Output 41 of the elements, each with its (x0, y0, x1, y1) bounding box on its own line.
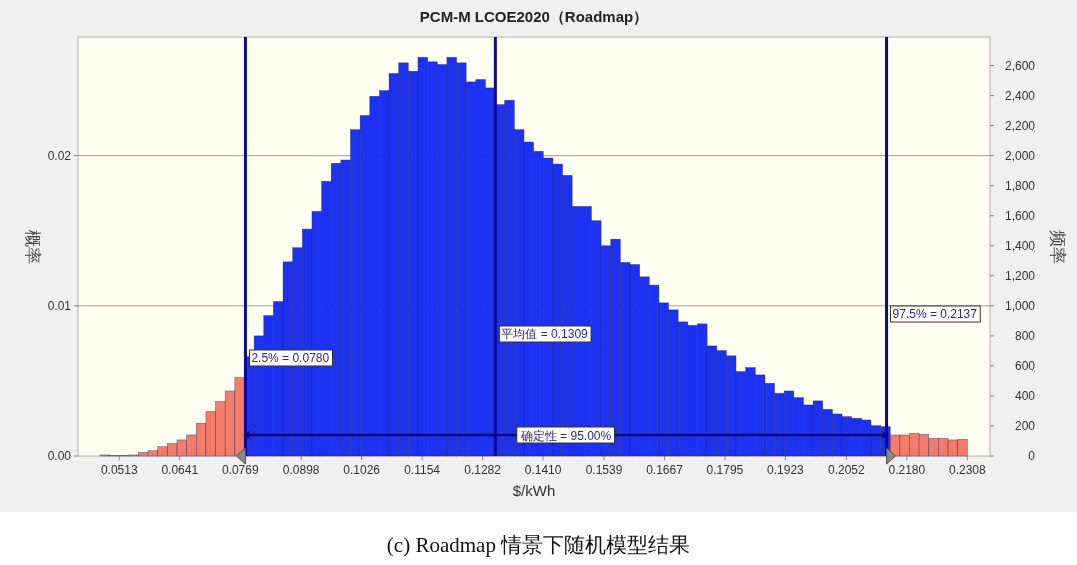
x-tick-label: 0.2180 (888, 463, 926, 477)
x-tick-label: 0.1667 (646, 463, 684, 477)
x-axis-title: $/kWh (512, 482, 556, 499)
y2-tick-label: 1,000 (1004, 298, 1036, 313)
y2-tick-label: 2,000 (1004, 148, 1036, 163)
chart-title: PCM-M LCOE2020（Roadmap） (419, 8, 649, 25)
text: (c) Roadmap 情景下随机模型结果 (386, 533, 691, 557)
y2-tick-label: 1,200 (1004, 268, 1036, 283)
y2-tick-label: 800 (1014, 328, 1036, 343)
x-tick-label: 0.1795 (706, 463, 744, 477)
x-tick-label: 0.1539 (585, 463, 623, 477)
x-tick-label: 0.1154 (404, 463, 441, 477)
x-tick-label: 0.0513 (100, 463, 138, 477)
x-tick-label: 0.0898 (282, 463, 320, 477)
annotation: 确定性 = 95.00% (519, 429, 612, 443)
y-tick-label: 0.00 (47, 449, 72, 463)
x-tick-label: 0.0769 (221, 463, 259, 477)
y2-tick-label: 1,600 (1004, 208, 1036, 223)
y-tick-label: 0.01 (47, 298, 72, 313)
y2-tick-label: 600 (1014, 358, 1036, 373)
x-tick-label: 0.2308 (948, 463, 986, 477)
y2-tick-label: 2,200 (1004, 118, 1036, 133)
x-tick-label: 0.1923 (767, 463, 805, 477)
x-tick-label: 0.2052 (828, 463, 866, 477)
ref-line-label: 2.5% = 0.0780 (251, 351, 330, 365)
y2-tick-label: 2,600 (1004, 58, 1036, 73)
x-tick-label: 0.1410 (524, 463, 562, 477)
ref-line-label: 平均值 = 0.1309 (501, 327, 589, 341)
y2-tick-label: 2,400 (1004, 88, 1036, 103)
y2-tick-label: 1,800 (1004, 178, 1036, 193)
y2-tick-label: 200 (1014, 418, 1036, 433)
y2-tick-label: 400 (1014, 388, 1036, 403)
y2-axis-title: 频率 (1048, 229, 1067, 264)
y-axis-title: 概率 (23, 229, 42, 264)
x-tick-label: 0.1282 (464, 463, 502, 477)
y-tick-label: 0.02 (47, 148, 72, 163)
y2-tick-label: 0 (1028, 449, 1036, 463)
y2-tick-label: 1,400 (1004, 238, 1036, 253)
x-tick-label: 0.1026 (343, 463, 381, 477)
x-tick-label: 0.0641 (161, 463, 199, 477)
ref-line-label: 97.5% = 0.2137 (892, 307, 978, 321)
